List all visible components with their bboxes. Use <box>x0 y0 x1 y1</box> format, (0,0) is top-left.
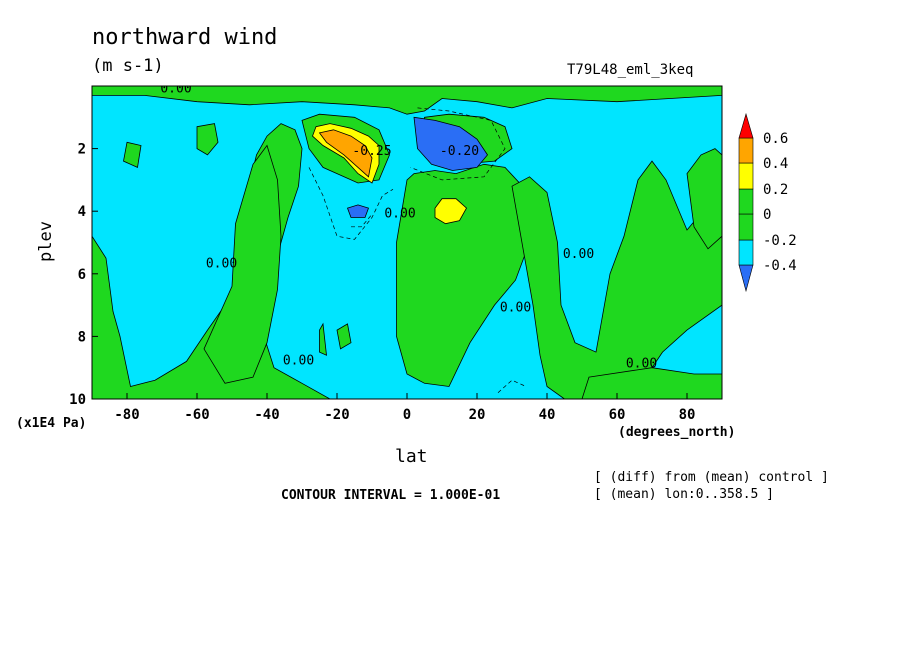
positive-weak-region <box>686 148 722 250</box>
y-axis-label: plev <box>36 221 56 262</box>
y-tick-label: 8 <box>78 329 86 345</box>
positive-weak-region <box>319 322 327 356</box>
contour-label: 0.00 <box>500 300 531 315</box>
chart-title: northward wind <box>92 25 278 50</box>
colorbar: -0.4 -0.2 0 0.2 0.4 0.6 <box>738 112 797 293</box>
contour-label: -0.20 <box>440 144 479 159</box>
y-units: (x1E4 Pa) <box>16 416 87 431</box>
colorbar-label: 0 <box>763 207 771 223</box>
note-mean: [ (mean) lon:0..358.5 ] <box>594 487 775 502</box>
y-tick-label: 4 <box>78 204 86 220</box>
colorbar-label: -0.2 <box>763 233 797 249</box>
x-units: (degrees_north) <box>618 425 736 440</box>
x-tick-label: 40 <box>539 407 556 423</box>
x-tick-label: -20 <box>324 407 349 423</box>
x-tick-label: 20 <box>469 407 486 423</box>
colorbar-end-triangle <box>738 264 754 293</box>
colorbar-swatch <box>738 137 754 164</box>
negative-contour <box>497 379 527 393</box>
negative-contour <box>351 214 373 228</box>
positive-weak-region <box>336 323 352 350</box>
x-tick-label: -60 <box>184 407 209 423</box>
colorbar-swatch <box>738 162 754 190</box>
contour-label: 0.00 <box>626 357 657 372</box>
positive-weak-region <box>203 144 282 384</box>
contour-label: 0.00 <box>563 247 594 262</box>
positive-cell <box>434 198 468 225</box>
plot-area: 0.00 0.00 0.00 0.00 0.00 0.00 0.00 -0.25 -0.20 <box>92 81 722 399</box>
x-tick-label: 0 <box>403 407 411 423</box>
note-diff: [ (diff) from (mean) control ] <box>594 470 829 485</box>
chart-units: (m s-1) <box>92 56 164 76</box>
x-tick-label: -80 <box>114 407 139 423</box>
contour-label: 0.00 <box>206 257 237 272</box>
positive-weak-region <box>581 367 722 399</box>
positive-weak-region <box>92 86 722 115</box>
colorbar-swatch <box>738 213 754 241</box>
colorbar-label: 0.2 <box>763 182 788 198</box>
contour-interval: CONTOUR INTERVAL = 1.000E-01 <box>281 488 501 503</box>
run-label: T79L48_eml_3keq <box>567 62 694 78</box>
positive-weak-region <box>196 123 219 156</box>
positive-weak-region <box>123 141 142 168</box>
negative-contour <box>410 107 506 181</box>
colorbar-label: -0.4 <box>763 258 797 274</box>
x-axis: -80 -60 -40 -20 0 20 40 60 80 <box>114 393 695 423</box>
negative-cell <box>346 204 370 218</box>
contour-label: 0.00 <box>283 354 314 369</box>
colorbar-swatch <box>738 188 754 215</box>
y-tick-label: 10 <box>69 392 86 408</box>
x-tick-label: -40 <box>254 407 279 423</box>
x-axis-label: lat <box>395 446 428 467</box>
x-tick-label: 60 <box>609 407 626 423</box>
colorbar-swatch <box>738 239 754 266</box>
colorbar-end-triangle <box>738 112 754 139</box>
negative-strong-region <box>413 116 488 171</box>
contour-label: -0.25 <box>352 144 391 159</box>
negative-contour <box>308 167 394 240</box>
colorbar-label: 0.4 <box>763 156 788 172</box>
y-tick-label: 6 <box>78 267 86 283</box>
y-axis: 2 4 6 8 10 <box>69 142 98 408</box>
x-tick-label: 80 <box>679 407 696 423</box>
positive-strong-region <box>318 129 373 178</box>
contour-label: 0.00 <box>384 207 415 222</box>
contour-label: 0.00 <box>160 81 191 96</box>
positive-weak-region <box>511 160 722 399</box>
y-tick-label: 2 <box>78 142 86 158</box>
colorbar-label: 0.6 <box>763 131 788 147</box>
